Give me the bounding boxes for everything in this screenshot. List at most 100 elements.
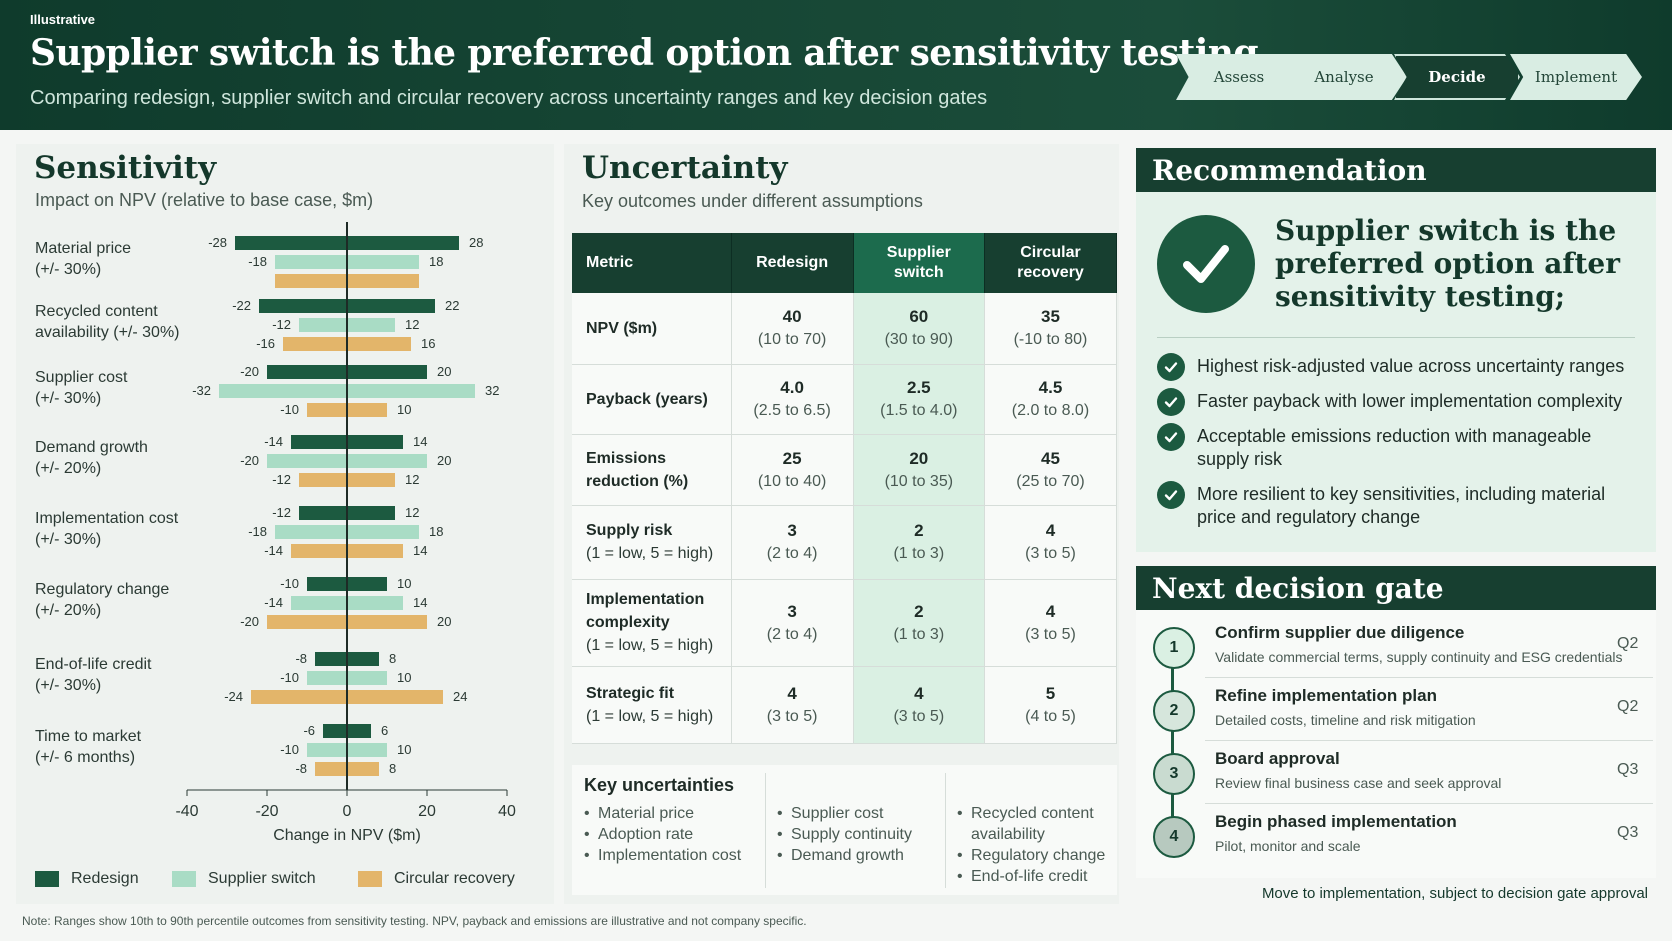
gate-step-title: Confirm supplier due diligence — [1215, 623, 1465, 642]
step-assess[interactable]: Assess — [1176, 54, 1302, 100]
value-cell: 2.5 (1.5 to 4.0) — [853, 364, 985, 435]
data-label-low: -8 — [295, 651, 307, 666]
metric-name: Strategic fit — [586, 684, 675, 702]
data-label-low: -10 — [280, 402, 299, 417]
data-label-high: 8 — [389, 651, 396, 666]
sensitivity-subtitle: Impact on NPV (relative to base case, $m… — [35, 190, 374, 210]
list-item: Supply continuity — [777, 824, 942, 845]
value-cell: 4 (3 to 5) — [731, 666, 854, 744]
recommendation-title: Recommendation — [1136, 148, 1656, 192]
point-estimate: 2 — [914, 521, 924, 540]
row-label-line: End-of-life credit — [35, 656, 152, 673]
value-cell: 20 (10 to 35) — [853, 434, 985, 506]
step-number: 2 — [1153, 690, 1195, 732]
check-icon — [1157, 353, 1185, 381]
range: (3 to 5) — [893, 707, 945, 725]
range: (-10 to 80) — [1013, 331, 1088, 349]
bullet-text: Acceptable emissions reduction with mana… — [1197, 426, 1592, 469]
list-item: Recycled content availability — [957, 803, 1112, 845]
row-label-line: Demand growth — [35, 439, 148, 456]
data-label-high: 6 — [381, 723, 388, 738]
col-supplier-switch-label: Supplier switch — [886, 244, 951, 281]
data-label-high: 10 — [397, 670, 411, 685]
metric-cell: NPV ($m) — [572, 293, 732, 365]
recommendation-bullet: Faster payback with lower implementation… — [1157, 388, 1637, 416]
col-supplier-switch: Supplier switch — [853, 233, 985, 293]
point-estimate: 60 — [909, 307, 929, 327]
legend-swatch-supplier-switch — [172, 871, 196, 887]
list-item: Regulatory change — [957, 845, 1112, 866]
illustrative-tag: Illustrative — [30, 12, 96, 27]
recommendation-headline: Supplier switch is the preferred option … — [1275, 214, 1620, 313]
metric-scale: (1 = low, 5 = high) — [586, 545, 714, 562]
step-implement[interactable]: Implement — [1510, 54, 1642, 100]
metric-cell: Strategic fit (1 = low, 5 = high) — [572, 666, 732, 744]
data-label-low: -28 — [208, 235, 227, 250]
row-label: Demand growth (+/- 20%) — [35, 437, 235, 479]
step-analyse[interactable]: Analyse — [1281, 54, 1407, 100]
legend-redesign: Redesign — [35, 870, 139, 888]
range: (10 to 70) — [757, 331, 827, 349]
bullet-text: Faster payback with lower implementation… — [1197, 391, 1623, 411]
step-decide[interactable]: Decide — [1394, 54, 1520, 100]
data-label-low: -12 — [272, 505, 291, 520]
metric-cell: Emissions reduction (%) — [572, 434, 732, 506]
recommendation-bullet: Highest risk-adjusted value across uncer… — [1157, 353, 1637, 381]
row-label: Material price (+/- 30%) — [35, 238, 235, 280]
x-tick-label: -40 — [175, 803, 198, 820]
row-label-line: Material price — [35, 240, 132, 257]
table-header-row: Metric Redesign Supplier switch Circular… — [572, 233, 1118, 293]
point-estimate: 3 — [787, 601, 797, 621]
metric-scale: (1 = low, 5 = high) — [586, 637, 714, 654]
data-label-high: 8 — [389, 761, 396, 776]
value-cell: 3 (2 to 4) — [731, 579, 854, 667]
legend-label-supplier-switch: Supplier switch — [208, 870, 316, 887]
range: (4 to 5) — [1025, 707, 1076, 725]
data-label-low: -12 — [272, 472, 291, 487]
row-label: Recycled content availability (+/- 30%) — [35, 301, 235, 343]
point-estimate: 5 — [1045, 683, 1056, 703]
data-label-high: 10 — [397, 402, 411, 417]
table-row: NPV ($m) 40 (10 to 70) 60 (30 to 90) 35 (-10 t… — [572, 293, 1118, 365]
value-cell: 4 (3 to 5) — [853, 666, 985, 744]
data-label-high: 14 — [413, 595, 427, 610]
row-label-line: Recycled content — [35, 303, 158, 320]
data-label-low: -14 — [264, 434, 283, 449]
x-tick-label: 0 — [343, 803, 352, 820]
table-row: Supply risk (1 = low, 5 = high) 3 (2 to 4) 2… — [572, 505, 1118, 580]
point-estimate: 35 — [1041, 307, 1060, 327]
check-icon — [1157, 423, 1185, 451]
data-label-high: 14 — [413, 543, 427, 558]
point-estimate: 2.5 — [906, 378, 931, 397]
check-icon — [1157, 215, 1255, 313]
point-estimate: 4.5 — [1038, 378, 1063, 397]
divider — [1205, 740, 1653, 741]
value-cell: 25 (10 to 40) — [731, 434, 854, 506]
step-number: 4 — [1153, 816, 1195, 858]
row-label: Time to market (+/- 6 months) — [35, 726, 235, 768]
gate-step-description: Validate commercial terms, supply contin… — [1215, 649, 1623, 665]
row-label-line: Regulatory change — [35, 581, 170, 598]
data-label-low: -22 — [232, 298, 251, 313]
data-label-low: -10 — [280, 742, 299, 757]
x-tick-label: 20 — [418, 803, 436, 820]
footnote: Note: Ranges show 10th to 90th percentil… — [22, 914, 807, 928]
range: (3 to 5) — [766, 707, 818, 725]
value-cell: 45 (25 to 70) — [984, 434, 1118, 506]
metric-name: NPV ($m) — [586, 319, 658, 337]
range: (1.5 to 4.0) — [880, 402, 958, 419]
col-circular-recovery-label: Circular recovery — [1017, 244, 1084, 281]
metric-name: Payback (years) — [586, 390, 708, 408]
range: (1 to 3) — [893, 545, 945, 562]
divider — [1205, 677, 1653, 678]
step-number: 3 — [1153, 753, 1195, 795]
x-axis-label: Change in NPV ($m) — [273, 827, 421, 844]
row-label: Supplier cost (+/- 30%) — [35, 367, 235, 409]
recommendation-bullet: More resilient to key sensitivities, inc… — [1157, 481, 1637, 529]
data-label-high: 28 — [469, 235, 483, 250]
step-number: 1 — [1153, 627, 1195, 669]
col-circular-recovery: Circular recovery — [984, 233, 1118, 293]
value-cell: 4.0 (2.5 to 6.5) — [731, 364, 854, 435]
key-uncertainties-box: Key uncertainties Material priceAdoption… — [572, 765, 1117, 895]
value-cell: 4.5 (2.0 to 8.0) — [984, 364, 1118, 435]
